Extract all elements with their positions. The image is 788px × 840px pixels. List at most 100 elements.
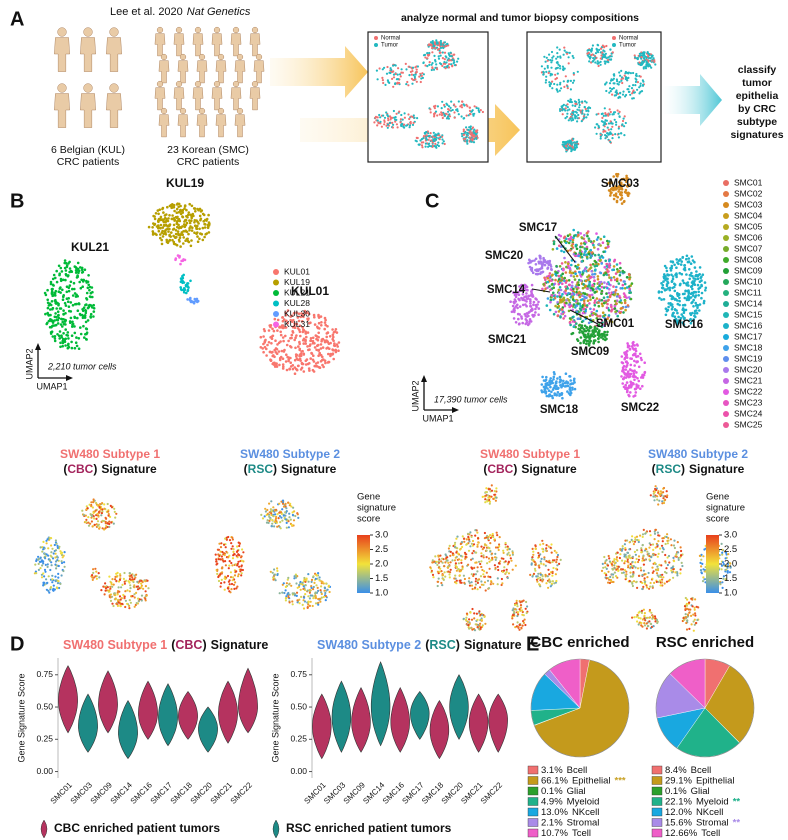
legend-swatch <box>723 323 729 329</box>
cell-point <box>608 182 611 185</box>
cell-point <box>295 311 299 314</box>
cell-point <box>266 519 269 522</box>
cluster-label: KUL01 <box>291 284 329 298</box>
cell-point <box>39 546 42 549</box>
axis-arrowhead <box>452 407 459 413</box>
cell-point <box>546 286 549 290</box>
cell-point <box>610 132 613 135</box>
cell-point <box>612 175 615 178</box>
cell-point <box>427 138 430 141</box>
cell-point <box>399 75 402 78</box>
cell-point <box>549 377 552 380</box>
cell-point <box>540 383 544 386</box>
cell-point <box>175 243 179 247</box>
cell-point <box>383 66 386 69</box>
cell-point <box>598 284 601 288</box>
cell-point <box>565 380 568 383</box>
cell-point <box>50 290 54 293</box>
cell-point <box>268 511 271 514</box>
person-icon <box>253 60 265 84</box>
cell-point <box>301 330 305 334</box>
cell-point <box>550 283 554 286</box>
cell-point <box>593 327 596 331</box>
cell-point <box>164 216 167 220</box>
cell-point <box>670 273 673 277</box>
cell-point <box>145 594 148 597</box>
cell-point <box>612 276 616 279</box>
cell-point <box>285 368 289 372</box>
cell-point <box>63 551 66 554</box>
cell-point <box>227 580 230 583</box>
cell-point <box>583 234 586 237</box>
cell-point <box>624 77 627 81</box>
cell-point <box>528 310 531 314</box>
cell-point <box>578 106 581 109</box>
cell-point <box>437 55 440 58</box>
cell-point <box>670 307 674 311</box>
cell-point <box>527 314 530 318</box>
signature-part: SW480 Subtype 2 <box>240 447 340 461</box>
cell-point <box>664 307 668 311</box>
cell-point <box>564 107 567 110</box>
cell-point <box>573 114 577 117</box>
cell-point <box>196 231 199 234</box>
cell-point <box>55 555 59 559</box>
cell-point <box>611 88 614 91</box>
cell-point <box>91 525 94 528</box>
legend-label: SMC21 <box>734 375 763 385</box>
cell-point <box>436 114 439 117</box>
cell-point <box>376 124 379 127</box>
cell-point <box>316 365 319 368</box>
cell-point <box>58 287 62 290</box>
cell-point <box>436 143 439 147</box>
conclusion-text: epithelia <box>736 90 779 102</box>
cell-point <box>69 269 73 273</box>
cell-point <box>87 283 90 287</box>
cell-point <box>331 352 335 356</box>
cell-point <box>556 377 559 380</box>
cell-point <box>395 112 398 115</box>
cell-point <box>205 219 208 222</box>
cell-point <box>561 282 564 286</box>
cell-point <box>570 284 574 288</box>
cell-point <box>295 322 299 326</box>
cell-point <box>559 378 562 381</box>
cell-point <box>618 294 621 298</box>
cell-point <box>281 508 284 511</box>
cell-point <box>270 351 274 354</box>
cell-point <box>542 73 545 76</box>
cell-point <box>308 348 311 351</box>
cell-point <box>548 53 551 56</box>
cell-point <box>568 100 572 104</box>
cell-point <box>428 63 431 66</box>
cell-point <box>386 79 389 82</box>
cell-point <box>585 253 589 256</box>
cell-point <box>337 349 340 353</box>
cell-point <box>107 510 110 513</box>
cell-point <box>547 383 551 387</box>
cell-point <box>441 51 444 54</box>
cell-point <box>127 580 130 583</box>
cell-point <box>73 316 77 320</box>
cell-point <box>679 263 683 266</box>
cell-point <box>575 304 579 307</box>
cell-point <box>641 384 644 388</box>
cell-point <box>687 292 691 295</box>
cell-point <box>608 91 611 94</box>
cell-point <box>620 196 624 200</box>
cell-point <box>159 233 162 236</box>
cell-point <box>599 57 602 60</box>
cell-point <box>73 346 77 350</box>
cell-point <box>276 525 279 528</box>
cell-point <box>238 542 241 545</box>
cell-point <box>110 581 113 584</box>
legend-swatch <box>723 301 729 307</box>
cell-point <box>147 587 150 590</box>
cell-point <box>619 299 623 302</box>
cell-point <box>606 60 609 63</box>
cell-point <box>533 313 536 317</box>
cell-point <box>193 219 197 222</box>
cell-point <box>57 302 60 306</box>
cell-point <box>53 324 56 327</box>
cell-point <box>614 133 617 136</box>
